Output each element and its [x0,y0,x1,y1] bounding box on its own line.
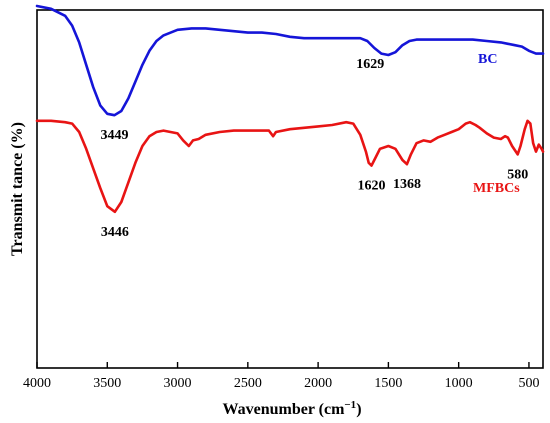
series-label-mfbcs: MFBCs [473,181,520,196]
x-tick-label: 3500 [93,376,121,391]
x-axis-title-close: ) [356,401,361,418]
annotation-layer: 3449 1629 3446 1620 1368 580 [100,57,528,240]
x-tick-label: 500 [518,376,539,391]
series-label-bc: BC [478,52,497,67]
x-tick-label: 2500 [234,376,262,391]
x-tick-label: 3000 [164,376,192,391]
peak-label-1368: 1368 [393,177,421,192]
plot-frame [36,9,544,369]
x-axis-ticks: 4000 3500 3000 2500 2000 1500 1000 500 [23,362,539,391]
peak-label-3446: 3446 [101,225,129,240]
peak-label-1620: 1620 [358,179,386,194]
x-axis-title-superscript: −1 [344,399,356,411]
x-tick-label: 4000 [23,376,51,391]
x-axis-title-main: Wavenumber (cm [222,401,345,418]
peak-label-3449: 3449 [100,128,128,143]
series-line-mfbcs [35,119,545,214]
series-layer [35,4,545,214]
x-tick-label: 2000 [304,376,332,391]
y-axis-title: Transmit tance (%) [9,122,26,256]
peak-label-580: 580 [507,167,528,182]
series-line-bc [35,4,545,117]
x-axis-title: Wavenumber (cm−1) [222,399,361,418]
x-tick-label: 1000 [445,376,473,391]
peak-label-1629: 1629 [356,57,384,72]
x-tick-label: 1500 [374,376,402,391]
